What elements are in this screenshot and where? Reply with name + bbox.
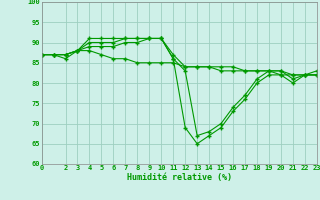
X-axis label: Humidité relative (%): Humidité relative (%) — [127, 173, 232, 182]
